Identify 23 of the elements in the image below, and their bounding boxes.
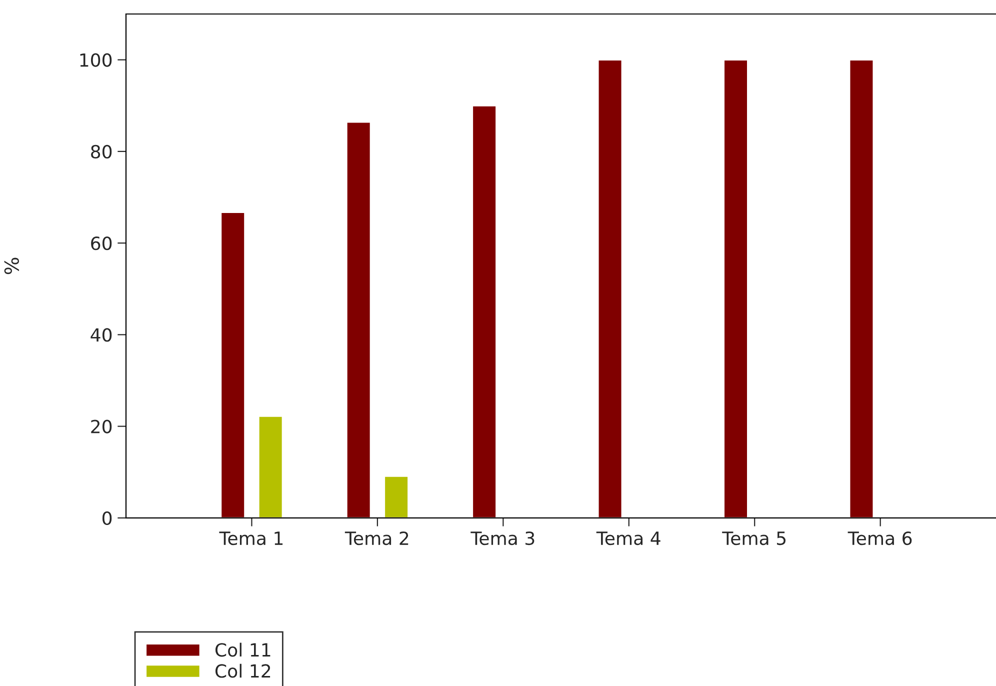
x-tick-label: Tema 2 (344, 531, 408, 546)
bar (384, 476, 409, 518)
y-tick-label: 20 (91, 420, 112, 434)
y-tick-label: 0 (102, 511, 112, 526)
bar (258, 416, 284, 518)
bar (220, 212, 246, 518)
bar (346, 121, 372, 518)
legend-label: Col 12 (215, 664, 270, 678)
x-tick-label: Tema 5 (722, 532, 786, 546)
y-tick-label: 40 (90, 328, 112, 342)
bar (472, 104, 497, 518)
legend-label: Col 11 (215, 642, 270, 657)
y-tick-label: 80 (91, 144, 112, 159)
y-tick-label: 60 (91, 236, 112, 250)
x-tick-label: Tema 6 (848, 531, 912, 546)
bar (723, 59, 748, 518)
y-tick-label: 100 (80, 53, 112, 67)
bar (848, 59, 874, 518)
x-tick-label: Tema 1 (219, 532, 283, 546)
bar (597, 59, 623, 518)
y-axis-title: % (4, 258, 20, 274)
x-tick-label: Tema 4 (596, 532, 660, 546)
x-tick-label: Tema 3 (470, 531, 534, 546)
